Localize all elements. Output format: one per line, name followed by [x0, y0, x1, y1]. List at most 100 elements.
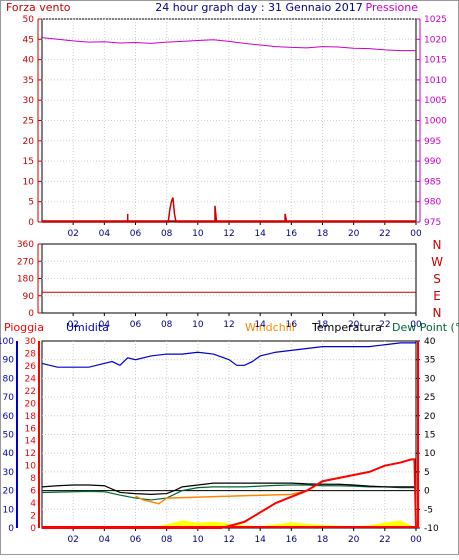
windchill-legend: Windchill: [245, 321, 295, 334]
x-tick-label: 20: [348, 320, 360, 330]
temperature-tick-label: -10: [424, 524, 439, 534]
humidity-line: [41, 342, 416, 368]
temperature-tick-label: -5: [424, 505, 433, 515]
direction-tick-label: 180: [17, 275, 34, 285]
direction-letter: S: [433, 272, 441, 286]
humidity-tick-label: 90: [3, 356, 15, 366]
rain-tick-label: 0: [30, 524, 36, 534]
x-tick-label: 08: [161, 320, 173, 330]
wind-tick-label: 5: [28, 198, 34, 208]
x-tick-label: 16: [286, 320, 298, 330]
x-tick-label: 12: [223, 535, 234, 545]
direction-tick-label: 270: [17, 257, 34, 267]
pressure-tick-label: 995: [424, 137, 441, 147]
temperature-tick-label: 15: [424, 431, 435, 441]
wind-tick-label: 45: [23, 35, 34, 45]
x-tick-label: 08: [161, 229, 173, 239]
pressure-tick-label: 1020: [424, 35, 447, 45]
wind-tick-label: 50: [23, 15, 35, 25]
humidity-tick-label: 70: [3, 393, 15, 403]
rain-tick-label: 24: [25, 374, 37, 384]
temperature-legend: Temperatura: [311, 321, 382, 334]
rain-tick-label: 2: [30, 512, 36, 522]
direction-tick-label: 0: [28, 309, 34, 319]
x-tick-label: 02: [67, 320, 78, 330]
temperature-tick-label: 10: [424, 449, 436, 459]
temperature-tick-label: 35: [424, 356, 435, 366]
humidity-tick-label: 50: [3, 431, 15, 441]
direction-letter: E: [433, 289, 441, 303]
temperature-tick-label: 25: [424, 393, 435, 403]
humidity-tick-label: 20: [3, 487, 15, 497]
x-tick-label: 04: [99, 320, 111, 330]
humidity-tick-label: 10: [3, 505, 15, 515]
direction-letter: W: [431, 255, 443, 269]
rain-tick-label: 6: [30, 487, 36, 497]
pressure-tick-label: 1005: [424, 96, 447, 106]
x-tick-label: 14: [254, 535, 266, 545]
pressure-tick-label: 1025: [424, 15, 447, 25]
pressure-line: [41, 37, 416, 52]
wind-tick-label: 30: [23, 96, 35, 106]
rain-tick-label: 20: [25, 399, 37, 409]
rain-tick-label: 28: [25, 349, 37, 359]
x-tick-label: 16: [286, 229, 298, 239]
pressure-tick-label: 1000: [424, 117, 447, 127]
x-tick-label: 22: [379, 229, 390, 239]
x-tick-label: 06: [130, 229, 142, 239]
windchill-line: [135, 489, 308, 505]
temperature-tick-label: 0: [424, 487, 430, 497]
x-tick-label: 02: [67, 229, 78, 239]
rain-tick-label: 12: [25, 449, 36, 459]
dewpoint-line: [41, 484, 416, 501]
direction-letter: N: [433, 238, 442, 252]
x-tick-label: 22: [379, 535, 390, 545]
x-tick-label: 10: [192, 535, 204, 545]
rain-tick-label: 8: [30, 474, 36, 484]
x-tick-label: 18: [317, 229, 329, 239]
x-tick-label: 04: [99, 535, 111, 545]
rain-tick-label: 26: [25, 362, 37, 372]
rain-tick-label: 14: [25, 437, 37, 447]
pressure-tick-label: 1010: [424, 76, 447, 86]
pressure-tick-label: 1015: [424, 56, 447, 66]
rain-tick-label: 16: [25, 424, 37, 434]
temperature-tick-label: 20: [424, 412, 436, 422]
humidity-axis-title: Umidita: [66, 321, 109, 334]
wind-tick-label: 25: [23, 117, 34, 127]
rain-tick-label: 30: [25, 337, 37, 347]
humidity-tick-label: 80: [3, 374, 15, 384]
pressure-tick-label: 985: [424, 177, 441, 187]
x-tick-label: 12: [223, 229, 234, 239]
x-tick-label: 20: [348, 535, 360, 545]
humidity-tick-label: 40: [3, 449, 15, 459]
x-tick-label: 08: [161, 535, 173, 545]
rain-tick-label: 22: [25, 387, 36, 397]
wind-tick-label: 0: [28, 218, 34, 228]
x-tick-label: 22: [379, 320, 390, 330]
x-tick-label: 12: [223, 320, 234, 330]
x-tick-label: 06: [130, 535, 142, 545]
x-tick-label: 20: [348, 229, 360, 239]
dewpoint-legend: Dew Point (°C: [392, 321, 459, 334]
x-tick-label: 10: [192, 320, 204, 330]
pressure-tick-label: 975: [424, 218, 441, 228]
humidity-tick-label: 60: [3, 412, 15, 422]
rain-line: [42, 458, 417, 529]
x-tick-label: 06: [130, 320, 142, 330]
x-tick-label: 14: [254, 320, 266, 330]
rain-tick-label: 10: [25, 462, 37, 472]
rain-tick-label: 18: [25, 412, 37, 422]
temperature-tick-label: 5: [424, 468, 430, 478]
wind-line: [42, 197, 416, 223]
wind-axis-title: Forza vento: [6, 1, 71, 14]
direction-tick-label: 360: [17, 240, 34, 250]
x-tick-label: 02: [67, 535, 78, 545]
pressure-tick-label: 980: [424, 198, 441, 208]
wind-tick-label: 40: [23, 56, 35, 66]
pressure-tick-label: 990: [424, 157, 441, 167]
x-tick-label: 00: [410, 229, 422, 239]
direction-tick-label: 90: [23, 292, 35, 302]
temperature-tick-label: 40: [424, 337, 436, 347]
